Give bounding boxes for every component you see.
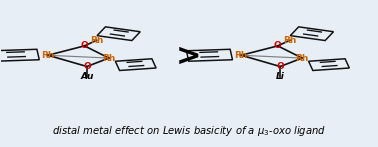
Text: Rh: Rh	[283, 36, 297, 45]
Text: O: O	[81, 41, 88, 50]
Text: >: >	[176, 42, 202, 71]
Text: Rh: Rh	[41, 51, 54, 60]
Text: Rh: Rh	[90, 36, 103, 45]
Text: Rh: Rh	[234, 51, 248, 60]
Text: $\mathit{distal\ metal\ effect\ on\ Lewis\ basicity\ of\ a\ \mu_3\text{-}oxo\ li: $\mathit{distal\ metal\ effect\ on\ Lewi…	[52, 124, 326, 138]
Text: Au: Au	[80, 72, 94, 81]
Text: Li: Li	[276, 72, 285, 81]
Text: O: O	[276, 62, 284, 71]
Text: Rh: Rh	[102, 54, 116, 63]
Text: O: O	[274, 41, 282, 50]
Text: Rh: Rh	[296, 54, 309, 63]
Text: O: O	[83, 62, 91, 71]
